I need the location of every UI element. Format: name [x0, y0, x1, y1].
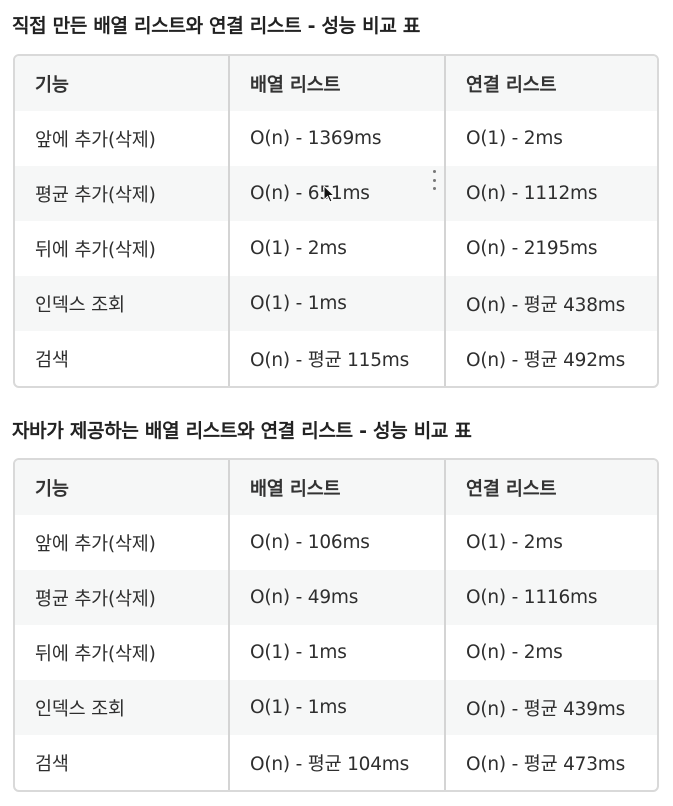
cell-linked-list: O(n) - 2ms [444, 625, 657, 680]
cell-feature: 인덱스 조회 [35, 294, 125, 316]
comparison-table-custom: 기능 배열 리스트 연결 리스트 앞에 추가(삭제) O(n) - 1369ms… [13, 54, 659, 388]
cell-feature: 앞에 추가(삭제) [35, 129, 156, 151]
cell-array-list: O(1) - 2ms [228, 221, 445, 276]
table-row: 앞에 추가(삭제) O(n) - 106ms O(1) - 2ms [15, 515, 657, 570]
cell-feature: 뒤에 추가(삭제) [35, 643, 156, 665]
header-array-list: 배열 리스트 [228, 460, 445, 515]
cell-feature: 뒤에 추가(삭제) [35, 239, 156, 261]
cell-array-list: O(1) - 1ms [228, 680, 445, 735]
cell-feature: 앞에 추가(삭제) [35, 533, 156, 555]
cell-feature: 검색 [35, 753, 69, 775]
mouse-pointer-icon [323, 185, 335, 203]
table-row: 인덱스 조회 O(1) - 1ms O(n) - 평균 438ms [15, 276, 657, 331]
cell-linked-list: O(1) - 2ms [444, 515, 657, 570]
section-title-custom: 직접 만든 배열 리스트와 연결 리스트 - 성능 비교 표 [12, 15, 421, 37]
table-row: 뒤에 추가(삭제) O(1) - 2ms O(n) - 2195ms [15, 221, 657, 276]
comparison-table-java: 기능 배열 리스트 연결 리스트 앞에 추가(삭제) O(n) - 106ms … [13, 458, 659, 792]
table-header-row: 기능 배열 리스트 연결 리스트 [15, 460, 657, 515]
cell-array-list: O(n) - 106ms [228, 515, 445, 570]
header-feature: 기능 [35, 478, 69, 500]
cell-feature: 평균 추가(삭제) [35, 588, 156, 610]
cell-array-list: O(n) - 평균 115ms [228, 331, 445, 386]
table-row: 앞에 추가(삭제) O(n) - 1369ms O(1) - 2ms [15, 111, 657, 166]
header-linked-list: 연결 리스트 [444, 56, 657, 111]
table-row: 평균 추가(삭제) O(n) - 651ms O(n) - 1112ms [15, 166, 657, 221]
header-linked-list: 연결 리스트 [444, 460, 657, 515]
section-title-java: 자바가 제공하는 배열 리스트와 연결 리스트 - 성능 비교 표 [12, 420, 472, 442]
cell-linked-list: O(n) - 2195ms [444, 221, 657, 276]
cell-linked-list: O(n) - 평균 438ms [444, 276, 657, 331]
cell-array-list: O(n) - 49ms [228, 570, 445, 625]
cell-array-list: O(n) - 651ms [228, 166, 445, 221]
cell-feature: 인덱스 조회 [35, 698, 125, 720]
table-row: 평균 추가(삭제) O(n) - 49ms O(n) - 1116ms [15, 570, 657, 625]
cell-array-list: O(1) - 1ms [228, 276, 445, 331]
header-feature: 기능 [35, 74, 69, 96]
cell-linked-list: O(n) - 평균 473ms [444, 735, 657, 790]
cell-linked-list: O(n) - 평균 492ms [444, 331, 657, 386]
cell-array-list: O(1) - 1ms [228, 625, 445, 680]
more-vert-icon[interactable] [432, 170, 436, 190]
table-row: 검색 O(n) - 평균 115ms O(n) - 평균 492ms [15, 331, 657, 386]
table-header-row: 기능 배열 리스트 연결 리스트 [15, 56, 657, 111]
table-row: 검색 O(n) - 평균 104ms O(n) - 평균 473ms [15, 735, 657, 790]
table-row: 인덱스 조회 O(1) - 1ms O(n) - 평균 439ms [15, 680, 657, 735]
cell-linked-list: O(n) - 1112ms [444, 166, 657, 221]
cell-linked-list: O(n) - 평균 439ms [444, 680, 657, 735]
cell-linked-list: O(1) - 2ms [444, 111, 657, 166]
cell-array-list: O(n) - 1369ms [228, 111, 445, 166]
cell-feature: 평균 추가(삭제) [35, 184, 156, 206]
cell-array-list: O(n) - 평균 104ms [228, 735, 445, 790]
table-row: 뒤에 추가(삭제) O(1) - 1ms O(n) - 2ms [15, 625, 657, 680]
cell-linked-list: O(n) - 1116ms [444, 570, 657, 625]
header-array-list: 배열 리스트 [228, 56, 445, 111]
cell-feature: 검색 [35, 349, 69, 371]
